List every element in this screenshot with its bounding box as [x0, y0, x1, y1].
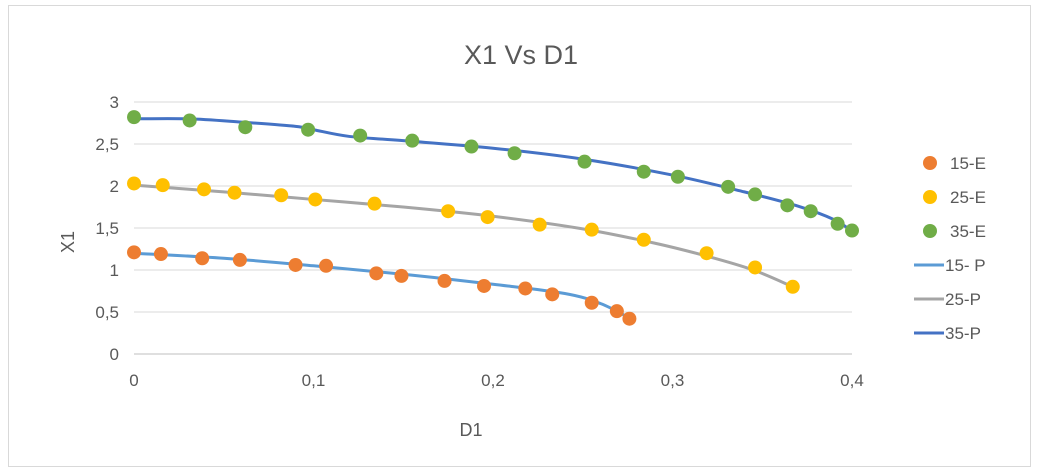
legend-label: 15- P [945, 256, 986, 275]
data-point-35-E [127, 110, 141, 125]
legend-label: 25-E [950, 188, 986, 207]
data-point-25-E [367, 196, 382, 211]
data-point-35-E [845, 223, 859, 238]
legend-label: 35-P [945, 324, 981, 343]
legend-marker-25-E [923, 190, 937, 204]
data-point-15-E [477, 278, 492, 293]
data-point-35-E [780, 198, 795, 213]
data-point-35-E [507, 146, 522, 161]
data-point-35-E [464, 139, 479, 154]
data-point-15-E [369, 266, 384, 281]
data-point-15-E [622, 311, 637, 326]
data-point-25-E [636, 232, 651, 247]
data-point-25-E [197, 182, 212, 197]
data-point-15-E [609, 304, 624, 319]
legend-marker-15-E [923, 156, 937, 170]
data-point-15-E [319, 258, 334, 273]
data-point-15-E [195, 251, 210, 266]
data-point-35-E [748, 187, 763, 202]
data-point-25-E [127, 176, 141, 191]
chart-canvas: 00,511,522,530 0,1 0,2 0,3 0,4 15-E25-E35-E1… [58, 40, 986, 440]
y-tick-label: 2,5 [95, 135, 119, 154]
data-point-35-E [577, 154, 592, 169]
data-point-15-E [437, 273, 452, 288]
data-point-35-E [405, 133, 420, 148]
y-axis-title: X1 [58, 231, 78, 253]
data-point-15-E [518, 281, 533, 296]
data-point-15-E [153, 247, 168, 262]
axis-layer: 0 0,5 1 1,5 2 2,5 3 0 0,1 0,2 0,3 0,4 [95, 93, 863, 390]
x-tick-label: 0,1 [302, 371, 326, 390]
data-point-35-E [182, 113, 197, 128]
data-point-35-E [301, 122, 316, 137]
x-tick-label: 0,3 [661, 371, 685, 390]
x-tick-label: 0,2 [481, 371, 505, 390]
y-tick-label: 1,5 [95, 219, 119, 238]
data-point-15-E [288, 257, 303, 272]
legend: 15-E 25-E 35-E 15- P 25-P 35-P [914, 154, 986, 343]
data-point-35-E [830, 216, 845, 231]
series-layer [127, 110, 859, 326]
data-point-25-E [748, 260, 763, 275]
legend-label: 15-E [950, 154, 986, 173]
series-line-25-P [132, 183, 793, 288]
data-point-35-E [721, 179, 736, 194]
data-point-25-E [441, 204, 456, 219]
x-axis-title: D1 [459, 420, 482, 440]
data-point-25-E [227, 185, 242, 200]
data-point-15-E [545, 287, 560, 302]
data-point-25-E [532, 217, 547, 232]
data-point-15-E [584, 295, 599, 310]
data-point-25-E [785, 279, 800, 294]
y-tick-label: 3 [110, 93, 119, 112]
data-point-15-E [394, 268, 409, 283]
data-point-35-E [353, 128, 368, 143]
data-point-25-E [584, 222, 599, 237]
chart-frame: 0 0,5 1 1,5 2 2,5 3 0 0,1 0,2 0,3 0,4 15-E 25-E 35-E 1… [8, 5, 1031, 467]
data-point-25-E [699, 246, 714, 261]
legend-label: 25-P [945, 290, 981, 309]
x-tick-label: 0,4 [840, 371, 864, 390]
data-point-25-E [155, 178, 170, 193]
data-point-15-E [232, 252, 247, 267]
series-line-15-P [132, 251, 630, 319]
y-tick-label: 0 [110, 345, 119, 364]
y-tick-label: 1 [110, 261, 119, 280]
data-point-35-E [803, 204, 818, 219]
data-point-15-E [127, 245, 141, 260]
legend-marker-35-E [923, 224, 937, 238]
data-point-25-E [274, 188, 289, 203]
y-tick-label: 2 [110, 177, 119, 196]
data-point-35-E [670, 169, 685, 184]
data-point-25-E [308, 192, 323, 207]
chart-title: X1 Vs D1 [464, 40, 578, 70]
legend-label: 35-E [950, 222, 986, 241]
x-tick-label: 0 [129, 371, 138, 390]
data-point-35-E [636, 164, 651, 179]
data-point-25-E [480, 210, 495, 225]
grid-layer [134, 101, 852, 355]
y-tick-label: 0,5 [95, 303, 119, 322]
data-point-35-E [238, 120, 253, 135]
